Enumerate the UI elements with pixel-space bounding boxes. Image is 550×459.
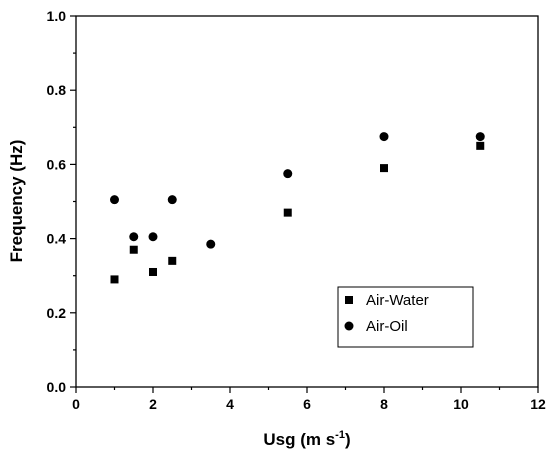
legend-square-marker (345, 296, 353, 304)
y-axis-title: Frequency (Hz) (7, 140, 26, 263)
y-tick-label: 0.0 (47, 379, 67, 395)
x-tick-label: 10 (453, 396, 469, 412)
data-point-circle (129, 232, 139, 242)
x-axis-title-superscript: -1 (335, 429, 345, 441)
legend-box (337, 286, 474, 348)
data-point-square (380, 164, 388, 173)
y-tick-label: 0.6 (47, 156, 67, 172)
data-point-square (283, 208, 292, 217)
data-point-square (476, 141, 485, 150)
x-tick-label: 0 (72, 396, 80, 412)
data-point-circle (148, 232, 158, 242)
y-axis: 0.0 0.2 0.4 0.6 0.8 1.0 (47, 8, 76, 395)
data-point-square (149, 267, 157, 276)
data-point-circle (475, 132, 485, 142)
data-point-circle (110, 195, 119, 205)
data-point-square (110, 275, 119, 284)
legend-label-air-oil: Air-Oil (366, 318, 408, 335)
x-tick-label: 2 (149, 396, 157, 412)
legend: Air-Water Air-Oil (337, 286, 474, 348)
x-tick-label: 12 (530, 396, 546, 412)
x-axis: 0 2 4 6 8 10 12 (72, 387, 546, 412)
legend-label-air-water: Air-Water (366, 292, 429, 309)
data-point-square (168, 256, 177, 265)
x-axis-title-tail: ) (345, 430, 351, 449)
x-tick-label: 4 (226, 396, 234, 412)
data-markers (110, 132, 485, 284)
y-tick-label: 0.2 (47, 305, 67, 321)
data-point-circle (167, 195, 177, 205)
x-axis-title-main: Usg (m s (263, 430, 335, 449)
x-tick-label: 8 (380, 396, 388, 412)
y-tick-label: 0.4 (47, 231, 67, 247)
data-point-circle (283, 169, 293, 179)
x-tick-label: 6 (303, 396, 311, 412)
data-point-circle (379, 132, 389, 142)
y-tick-label: 0.8 (47, 82, 67, 98)
x-axis-title: Usg (m s-1) (263, 429, 350, 449)
data-point-circle (206, 239, 216, 249)
legend-circle-marker (344, 321, 354, 331)
y-tick-label: 1.0 (47, 8, 67, 24)
data-point-square (129, 245, 138, 254)
